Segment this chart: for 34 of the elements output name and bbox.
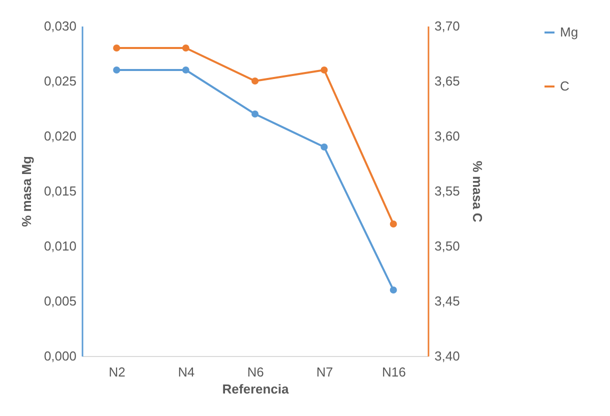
point	[251, 110, 259, 118]
y-tick-label: 0,010	[44, 238, 76, 254]
y-tick-label: 0,005	[44, 294, 76, 308]
x-tick-label: N4	[178, 364, 195, 380]
point	[390, 220, 397, 228]
point	[113, 44, 120, 52]
y-tick-label: 0,000	[44, 348, 76, 364]
point	[320, 143, 328, 151]
y2-tick-label: 3,45	[434, 294, 460, 308]
x-tick-label: N16	[382, 364, 406, 380]
legend-label: Mg	[560, 24, 578, 40]
x-axis-title: Referencia	[222, 382, 290, 396]
legend-label: C	[560, 78, 570, 94]
point	[182, 44, 190, 52]
x-tick-label: N6	[247, 364, 264, 380]
y2-tick-label: 3,65	[434, 74, 460, 88]
y2-tick-label: 3,40	[434, 348, 460, 364]
point	[251, 77, 259, 85]
y-axis-title: % masa Mg	[18, 156, 34, 227]
y-tick-label: 0,015	[44, 184, 76, 198]
point	[182, 66, 190, 74]
x-tick-label: N7	[316, 364, 334, 380]
y2-tick-label: 3,50	[434, 238, 460, 254]
y2-axis-title: % masa C	[470, 160, 485, 223]
y-tick-label: 0,020	[44, 128, 76, 144]
y2-tick-label: 3,70	[434, 18, 460, 34]
y-tick-label: 0,025	[44, 74, 76, 88]
y-tick-label: 0,030	[44, 18, 76, 34]
point	[320, 66, 328, 74]
point	[390, 286, 397, 294]
y2-tick-label: 3,55	[434, 184, 460, 198]
x-tick-label: N2	[108, 364, 126, 380]
point	[113, 66, 120, 74]
y2-tick-label: 3,60	[434, 128, 460, 144]
